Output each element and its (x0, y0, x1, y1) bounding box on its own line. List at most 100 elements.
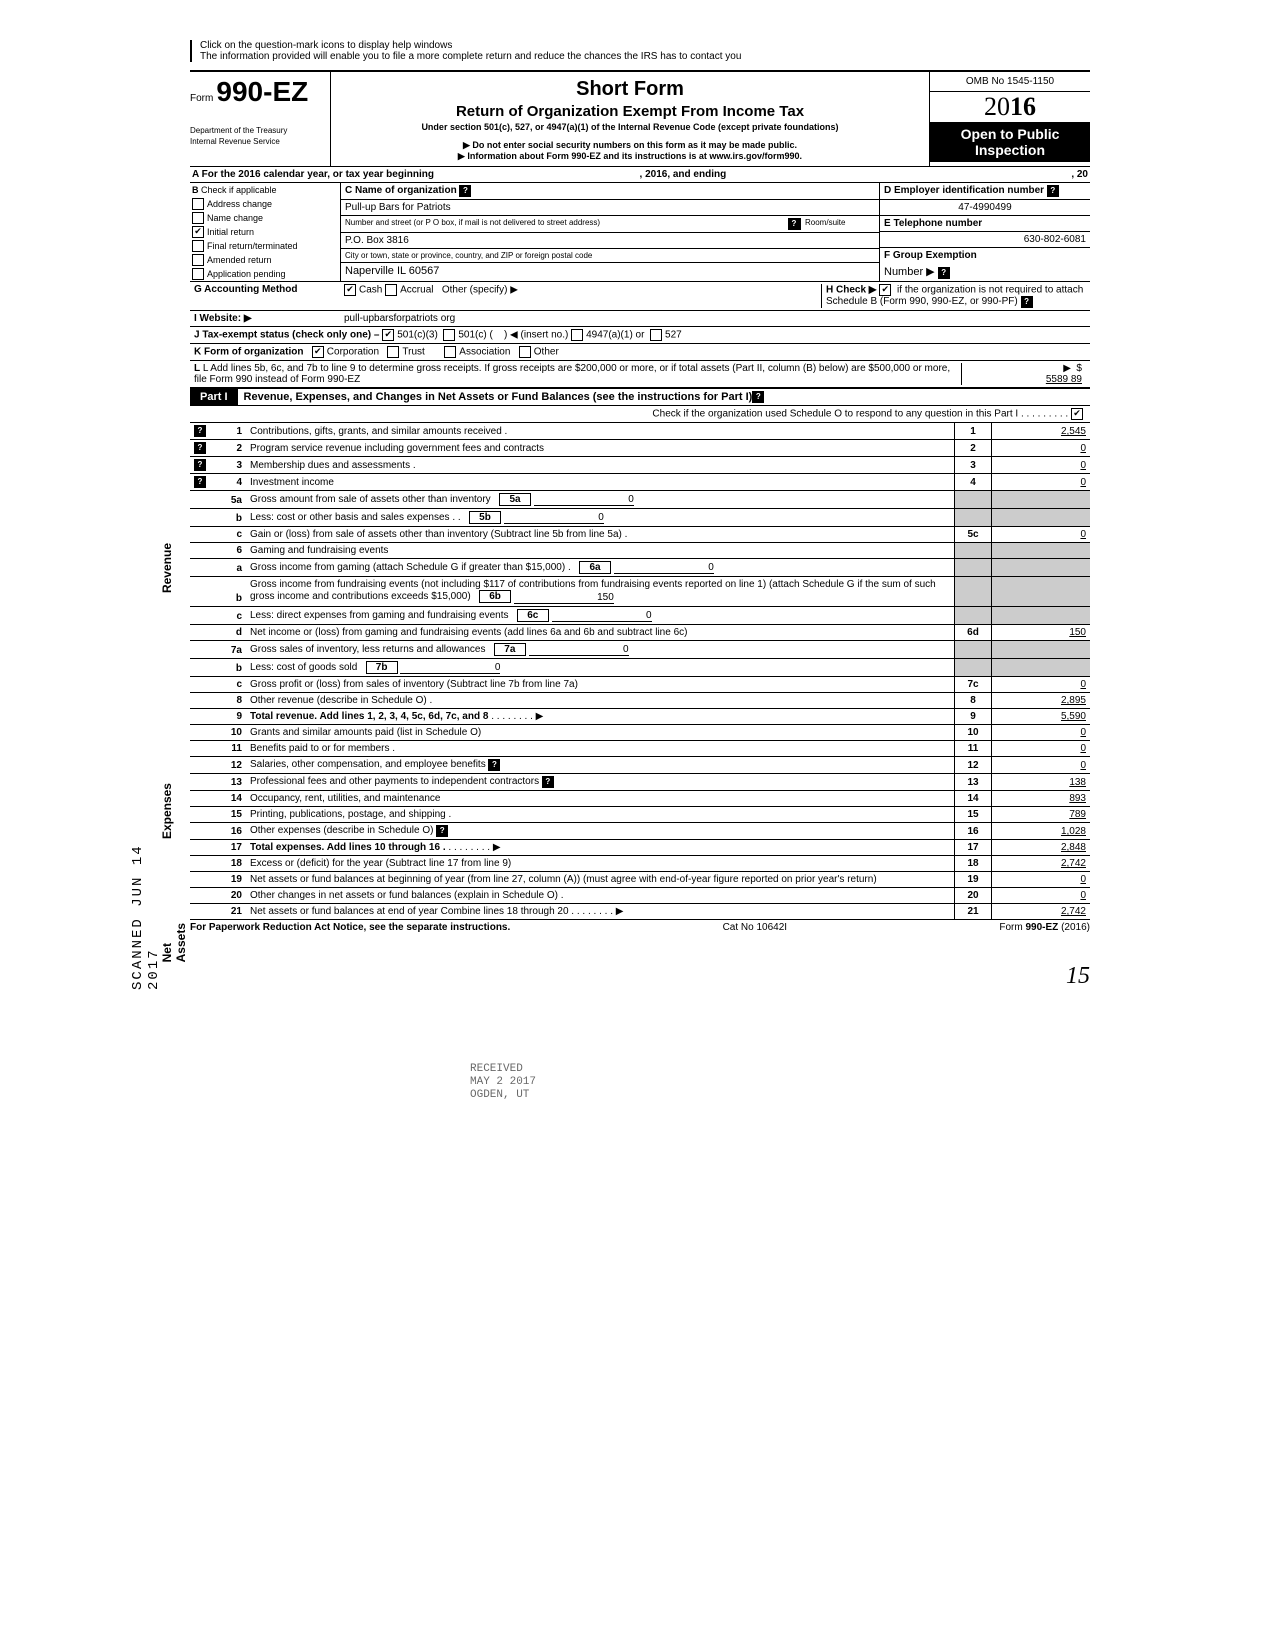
table-row: cGain or (loss) from sale of assets othe… (190, 527, 1090, 543)
table-row: 9Total revenue. Add lines 1, 2, 3, 4, 5c… (190, 708, 1090, 724)
help-icon[interactable]: ? (788, 218, 800, 230)
help-icon[interactable]: ? (752, 391, 764, 403)
footer-mid: Cat No 10642I (723, 922, 788, 933)
d-label: D Employer identification number (884, 185, 1044, 196)
year-bold: 16 (1010, 92, 1036, 121)
addr-label: Number and street (or P O box, if mail i… (345, 218, 788, 230)
line-a-text: A For the 2016 calendar year, or tax yea… (192, 169, 434, 180)
checkbox[interactable] (192, 240, 204, 252)
table-row: dNet income or (loss) from gaming and fu… (190, 624, 1090, 640)
footer-left: For Paperwork Reduction Act Notice, see … (190, 922, 510, 933)
table-row: 5aGross amount from sale of assets other… (190, 491, 1090, 509)
checkbox[interactable] (192, 198, 204, 210)
help-icon[interactable]: ? (194, 476, 206, 488)
c-label-row: C Name of organization ? (341, 183, 879, 200)
table-row: 8Other revenue (describe in Schedule O) … (190, 692, 1090, 708)
table-row: 11Benefits paid to or for members .110 (190, 740, 1090, 756)
open1: Open to Public (934, 126, 1086, 142)
table-row: bLess: cost or other basis and sales exp… (190, 509, 1090, 527)
checkbox[interactable] (571, 329, 583, 341)
part1-title: Revenue, Expenses, and Changes in Net As… (238, 391, 753, 403)
g-label: G Accounting Method (194, 284, 298, 295)
line-g: G Accounting Method ✔Cash Accrual Other … (190, 282, 1090, 311)
checkbox[interactable] (385, 284, 397, 296)
warn2: ▶ Information about Form 990-EZ and its … (337, 151, 923, 162)
line-a-mid: , 2016, and ending (640, 169, 727, 180)
page-number: 15 (190, 963, 1090, 990)
footer-right: Form 990-EZ (2016) (999, 922, 1090, 933)
i-label: I Website: ▶ (194, 313, 252, 324)
help-icon[interactable]: ? (194, 459, 206, 471)
line-l: L L Add lines 5b, 6c, and 7b to line 9 t… (190, 361, 1090, 388)
checkbox[interactable]: ✔ (1071, 408, 1083, 420)
line-a-end: , 20 (1071, 169, 1088, 180)
col-b: B Check if applicable Address changeName… (190, 183, 341, 281)
subtitle: Under section 501(c), 527, or 4947(a)(1)… (337, 122, 923, 132)
phone: 630-802-6081 (880, 232, 1090, 248)
checkbox[interactable] (192, 212, 204, 224)
footer: For Paperwork Reduction Act Notice, see … (190, 920, 1090, 933)
help-icon[interactable]: ? (938, 267, 950, 279)
checkbox[interactable] (192, 268, 204, 280)
checkbox-row: Final return/terminated (190, 239, 340, 253)
form-id-block: Form 990-EZ Department of the Treasury I… (190, 72, 331, 166)
help-icon[interactable]: ? (542, 776, 554, 788)
help-icon[interactable]: ? (436, 825, 448, 837)
table-row: 21Net assets or fund balances at end of … (190, 903, 1090, 919)
omb: OMB No 1545-1150 (930, 72, 1090, 92)
side-revenue: Revenue (160, 543, 174, 593)
header: Form 990-EZ Department of the Treasury I… (190, 70, 1090, 167)
table-row: 20Other changes in net assets or fund ba… (190, 887, 1090, 903)
side-expenses: Expenses (160, 783, 174, 839)
help-icon[interactable]: ? (1047, 185, 1059, 197)
checkbox-row: Application pending (190, 267, 340, 281)
checkbox[interactable] (519, 346, 531, 358)
checkbox[interactable]: ✔ (344, 284, 356, 296)
table-row: 18Excess or (deficit) for the year (Subt… (190, 855, 1090, 871)
form-prefix: Form (190, 93, 213, 104)
section-b: B Check if applicable Address changeName… (190, 183, 1090, 282)
b-letter: B (192, 185, 199, 195)
table-row: 10Grants and similar amounts paid (list … (190, 724, 1090, 740)
side-netassets: Net Assets (160, 923, 188, 962)
table-row: 13Professional fees and other payments t… (190, 773, 1090, 790)
line-i: I Website: ▶ pull-upbarsforpatriots org (190, 311, 1090, 327)
checkbox[interactable] (444, 346, 456, 358)
hint-block: Click on the question-mark icons to disp… (190, 40, 1090, 62)
table-row: 14Occupancy, rent, utilities, and mainte… (190, 790, 1090, 806)
open-inspection: Open to Public Inspection (930, 122, 1090, 162)
checkbox-row: ✔Initial return (190, 225, 340, 239)
title1: Short Form (337, 78, 923, 101)
checkbox[interactable]: ✔ (382, 329, 394, 341)
help-icon[interactable]: ? (488, 759, 500, 771)
help-icon[interactable]: ? (194, 425, 206, 437)
year-prefix: 20 (984, 92, 1010, 121)
checkbox[interactable]: ✔ (879, 284, 891, 296)
help-icon[interactable]: ? (194, 442, 206, 454)
scan-stamp: SCANNED JUN 14 2017 (130, 800, 162, 990)
addr: P.O. Box 3816 (341, 233, 879, 249)
f-label: F Group Exemption (880, 248, 1090, 263)
h-block: H Check ▶ ✔ if the organization is not r… (821, 284, 1086, 308)
part1-header: Part I Revenue, Expenses, and Changes in… (190, 388, 1090, 406)
checkbox[interactable]: ✔ (312, 346, 324, 358)
room-label: Room/suite (800, 218, 875, 230)
help-icon[interactable]: ? (1021, 296, 1033, 308)
e-label: E Telephone number (880, 216, 1090, 232)
checkbox[interactable]: ✔ (192, 226, 204, 238)
checkbox[interactable] (650, 329, 662, 341)
checkbox[interactable] (387, 346, 399, 358)
year: 2016 (930, 92, 1090, 122)
checkbox[interactable] (192, 254, 204, 266)
city-label: City or town, state or province, country… (341, 249, 879, 263)
checkbox-row: Amended return (190, 253, 340, 267)
table-row: aGross income from gaming (attach Schedu… (190, 559, 1090, 577)
dept2: Internal Revenue Service (190, 137, 330, 146)
title-block: Short Form Return of Organization Exempt… (331, 72, 930, 166)
checkbox-row: Address change (190, 197, 340, 211)
checkbox-row: Name change (190, 211, 340, 225)
help-icon[interactable]: ? (459, 185, 471, 197)
addr-label-row: Number and street (or P O box, if mail i… (341, 216, 879, 233)
part1-label: Part I (190, 389, 238, 405)
checkbox[interactable] (443, 329, 455, 341)
